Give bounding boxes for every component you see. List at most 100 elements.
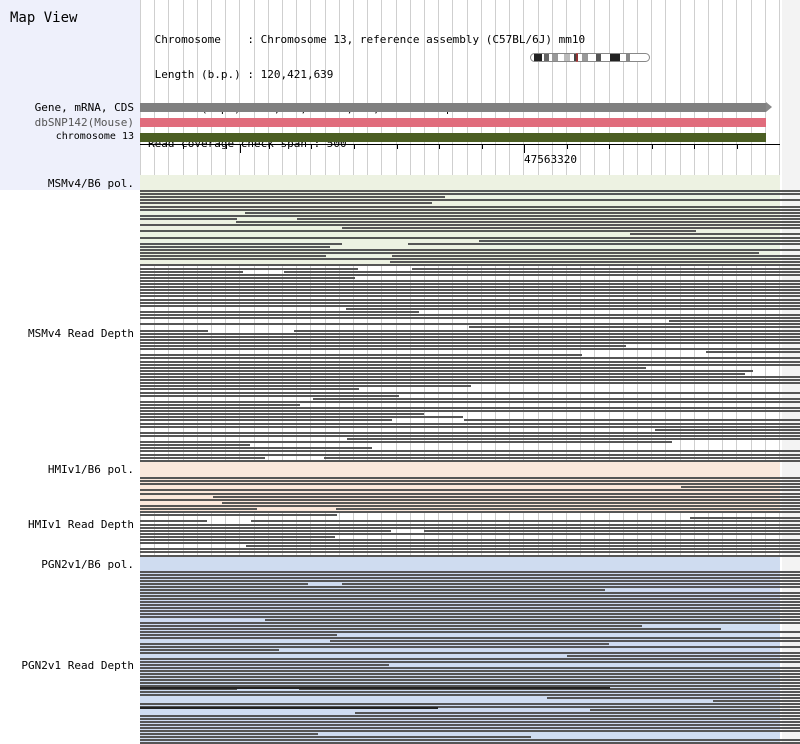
page-title: Map View [10, 10, 78, 26]
read-line [140, 685, 800, 687]
read-line [140, 661, 800, 663]
read-line [140, 511, 800, 514]
read-line [140, 694, 800, 696]
ruler-tick [240, 145, 241, 153]
read-line [140, 480, 800, 483]
grid-line [538, 0, 539, 744]
read-line [140, 255, 326, 258]
ruler-tick [482, 145, 483, 149]
read-line [590, 709, 800, 711]
read-line [140, 742, 800, 744]
ruler-tick [226, 145, 227, 149]
read-line [140, 314, 800, 316]
grid-line [282, 0, 283, 744]
read-line [342, 583, 800, 585]
read-line [245, 211, 800, 214]
chromosome-track-bar[interactable] [140, 133, 766, 142]
read-line [690, 517, 800, 520]
read-line [140, 664, 389, 666]
grid-line [254, 0, 255, 744]
read-line [140, 196, 445, 199]
read-line [140, 366, 646, 369]
arrow-right-icon [766, 102, 772, 112]
read-line [140, 264, 800, 267]
read-line [140, 667, 800, 669]
read-line [140, 252, 759, 254]
read-line [140, 483, 800, 486]
chromosome-ideogram[interactable] [530, 53, 650, 62]
read-line [140, 270, 243, 273]
read-line [140, 217, 237, 220]
read-line [140, 413, 424, 416]
read-line [140, 310, 419, 313]
read-line [140, 592, 800, 594]
grid-line [339, 0, 340, 744]
read-line [140, 248, 800, 251]
read-line [479, 239, 800, 242]
dbsnp-track-bar[interactable] [140, 118, 766, 127]
grid-line [566, 0, 567, 744]
grid-line [438, 0, 439, 744]
coverage-span-line: Read coverage check span : 500 [148, 136, 347, 150]
pgn-pol-label: PGN2v1/B6 pol. [41, 558, 134, 571]
ruler-tick [183, 145, 184, 149]
read-line [655, 428, 800, 431]
scroll-strip[interactable] [782, 0, 800, 744]
read-line [140, 348, 800, 351]
grid-line [154, 0, 155, 744]
pgn-depth-label: PGN2v1 Read Depth [21, 659, 134, 672]
read-line [140, 431, 800, 434]
grid-line [296, 0, 297, 744]
grid-line [410, 0, 411, 744]
gene-track-bar[interactable] [140, 103, 766, 112]
grid-line [594, 0, 595, 744]
read-line [469, 326, 800, 329]
read-line [140, 379, 800, 382]
read-line [294, 329, 800, 332]
read-line [140, 208, 800, 211]
read-line [140, 205, 800, 208]
read-line [297, 217, 800, 220]
read-line [140, 410, 800, 413]
read-line [140, 489, 800, 492]
read-line [140, 419, 392, 422]
grid-line [310, 0, 311, 744]
grid-line [396, 0, 397, 744]
read-line [355, 712, 800, 714]
grid-line [183, 0, 184, 744]
read-line [213, 495, 800, 498]
ruler-tick [524, 145, 525, 153]
read-line [140, 242, 342, 245]
grid-line [779, 0, 780, 744]
read-line [140, 523, 800, 526]
read-line [140, 295, 800, 298]
read-line [140, 535, 335, 538]
read-line [140, 388, 359, 391]
read-line [140, 580, 800, 582]
read-line [140, 391, 800, 394]
read-line [140, 394, 399, 397]
read-line [140, 400, 800, 403]
read-line [140, 628, 721, 630]
read-line [140, 453, 800, 456]
read-line [140, 301, 800, 304]
read-line [140, 551, 800, 554]
read-line [140, 193, 800, 196]
ruler-tick [694, 145, 695, 149]
read-line [140, 456, 265, 459]
read-line [140, 637, 800, 639]
read-line [140, 721, 800, 723]
read-line [424, 529, 800, 532]
grid-line [225, 0, 226, 744]
read-line [140, 610, 800, 612]
read-line [140, 332, 800, 335]
read-alignments[interactable] [140, 0, 800, 744]
read-line [140, 595, 800, 597]
read-line [140, 298, 800, 301]
read-line [140, 622, 800, 624]
read-line [140, 450, 800, 453]
read-line [140, 601, 800, 603]
read-line [140, 214, 800, 217]
grid-line [495, 0, 496, 744]
read-line [324, 456, 800, 459]
